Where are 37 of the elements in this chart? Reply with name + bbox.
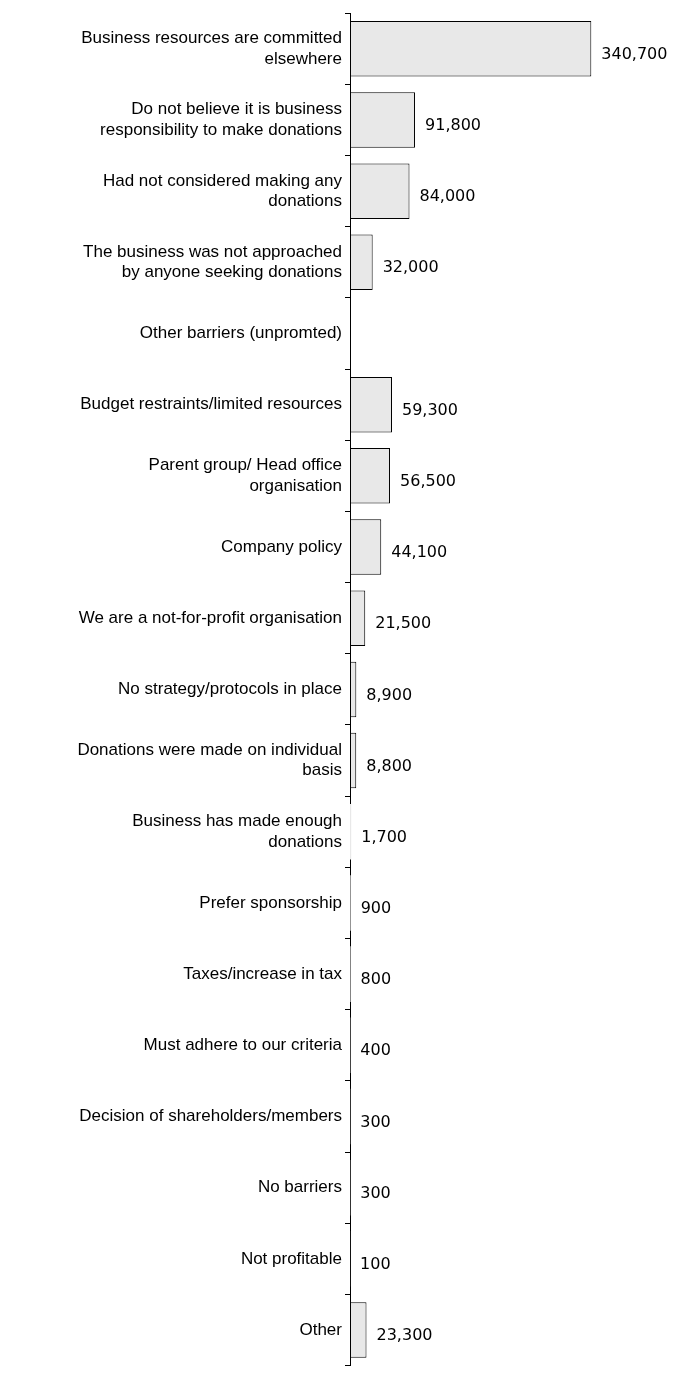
y-tick-label: Had not considered making any donations xyxy=(102,170,343,211)
data-label: 400 xyxy=(360,1040,391,1060)
y-tick-label: No barriers xyxy=(257,1177,342,1197)
data-label: 23,300 xyxy=(376,1325,433,1345)
data-label: 800 xyxy=(360,969,392,989)
data-label: 1,700 xyxy=(361,826,408,846)
data-label: 44,100 xyxy=(391,542,448,562)
data-label: 21,500 xyxy=(375,613,432,633)
y-tick-label: Decision of shareholders/members xyxy=(79,1106,342,1126)
y-tick-label: Donations were made on individual basis xyxy=(77,740,342,780)
data-label: 8,900 xyxy=(366,684,413,704)
data-label: 56,500 xyxy=(400,471,456,491)
y-tick-label: The business was not approached by anyone seeking donations xyxy=(83,241,342,282)
y-tick-label: Budget restraints/limited resources xyxy=(80,394,342,414)
y-tick-label: Must adhere to our criteria xyxy=(143,1034,343,1054)
data-label: 340,700 xyxy=(601,43,668,63)
y-tick-label: Company policy xyxy=(221,536,343,556)
data-label: 100 xyxy=(360,1253,391,1273)
y-tick-label: Other barriers (unpromted) xyxy=(139,323,342,343)
data-label: 32,000 xyxy=(382,257,439,277)
y-tick-label: Do not believe it is business responsibility to make donations xyxy=(100,99,342,139)
data-label: 91,800 xyxy=(425,115,481,135)
y-tick-label: Not profitable xyxy=(240,1248,342,1268)
data-label: 300 xyxy=(360,1111,391,1131)
y-tick-label: Prefer sponsorship xyxy=(199,892,342,912)
y-tick-label: Business has made enough donations xyxy=(132,811,342,851)
data-label: 900 xyxy=(360,898,392,918)
data-label: 300 xyxy=(360,1182,391,1202)
data-label: 59,300 xyxy=(402,399,458,419)
y-tick-label: Parent group/ Head office organisation xyxy=(148,455,342,495)
data-label: 84,000 xyxy=(419,186,476,206)
y-tick-label: We are a not-for-profit organisation xyxy=(78,607,342,627)
y-tick-label: Business resources are committed elsewhere xyxy=(81,28,342,68)
y-tick-label: Taxes/increase in tax xyxy=(183,963,343,983)
y-tick-label: No strategy/protocols in place xyxy=(118,679,342,699)
y-tick-label: Other xyxy=(299,1319,343,1339)
data-label: 8,800 xyxy=(366,755,413,775)
